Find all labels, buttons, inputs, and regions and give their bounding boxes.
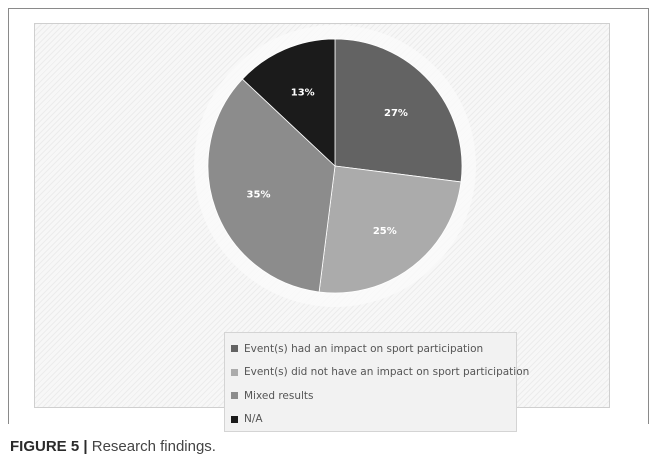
figure-caption: FIGURE 5 | Research findings.	[10, 438, 216, 455]
legend-item: Mixed results	[231, 384, 516, 408]
caption-separator: |	[83, 438, 88, 455]
chart-legend: Event(s) had an impact on sport particip…	[224, 332, 529, 432]
pie-data-label: 13%	[291, 87, 315, 98]
caption-text: Research findings.	[91, 438, 216, 455]
legend-item: Event(s) had an impact on sport particip…	[231, 337, 516, 361]
legend-swatch	[231, 415, 238, 423]
legend-label: Event(s) did not have an impact on sport…	[244, 366, 530, 379]
pie-slice	[318, 165, 462, 294]
legend-swatch	[231, 392, 238, 400]
figure-frame	[8, 8, 649, 424]
chart-area: 27% 25% 35% 13% Event(s) had an impact on s…	[34, 23, 610, 432]
pie-slice	[241, 38, 336, 167]
pie-data-label: 35%	[247, 190, 271, 201]
legend-label: Event(s) had an impact on sport particip…	[244, 342, 484, 355]
legend-swatch	[231, 368, 238, 376]
legend-label: N/A	[244, 413, 263, 426]
pie-slice	[207, 78, 336, 293]
legend-label: Mixed results	[244, 389, 314, 402]
pie-data-label: 25%	[373, 226, 397, 237]
pie-data-label: 27%	[384, 108, 408, 119]
caption-figure-label: FIGURE 5	[10, 438, 80, 455]
legend-item: N/A	[231, 408, 516, 432]
legend-swatch	[231, 345, 238, 353]
pie-slice	[334, 38, 463, 183]
legend-item: Event(s) did not have an impact on sport…	[231, 361, 529, 385]
pie-chart: 27% 25% 35% 13%	[194, 25, 476, 307]
